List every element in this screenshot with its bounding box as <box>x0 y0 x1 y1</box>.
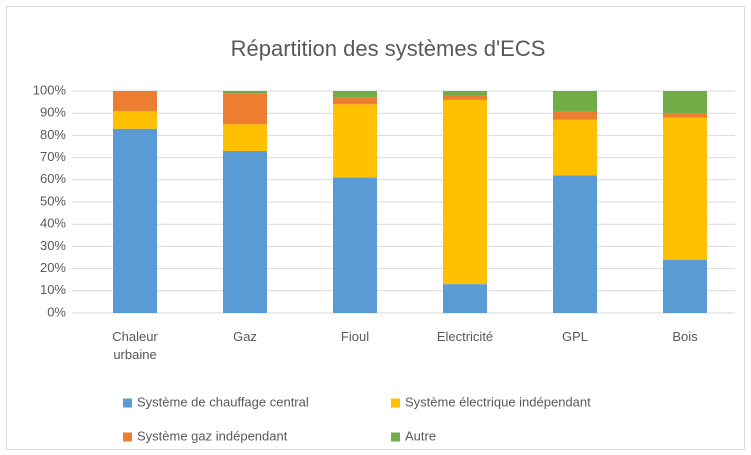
bar-segment <box>223 91 267 94</box>
bar-segment <box>223 150 267 313</box>
y-tick-label: 40% <box>40 216 66 231</box>
x-tick-label: GPL <box>561 329 588 344</box>
y-tick-label: 80% <box>40 127 66 142</box>
legend-swatch <box>391 398 400 408</box>
y-tick-label: 60% <box>40 171 66 186</box>
legend-label: Système gaz indépendant <box>137 428 288 443</box>
bar-segment <box>333 104 377 178</box>
bar-segment <box>223 93 267 125</box>
legend-swatch <box>391 432 400 442</box>
y-tick-label: 70% <box>40 149 66 164</box>
x-tick-label: Fioul <box>340 329 370 344</box>
bar-segment <box>223 124 267 151</box>
x-tick-label: Electricité <box>436 329 494 344</box>
y-tick-label: 50% <box>40 193 66 208</box>
legend-swatch <box>123 398 132 408</box>
bar-segment <box>553 110 597 120</box>
y-tick-label: 20% <box>40 260 66 275</box>
x-tick-label: Gaz <box>233 329 257 344</box>
chart-title: Répartition des systèmes d'ECS <box>231 36 546 61</box>
bar-segment <box>443 99 487 285</box>
bar-segment <box>553 175 597 313</box>
bar-segment <box>333 91 377 98</box>
bar-segment <box>113 110 157 129</box>
bar-segment <box>663 91 707 114</box>
y-tick-label: 30% <box>40 238 66 253</box>
legend-label: Système électrique indépendant <box>405 394 591 409</box>
bar-segment <box>663 259 707 313</box>
bar-segment <box>113 128 157 313</box>
legend-swatch <box>123 432 132 442</box>
bar-segment <box>443 284 487 313</box>
x-tick-label: Bois <box>672 329 698 344</box>
y-tick-label: 10% <box>40 282 66 297</box>
bar-segment <box>113 91 157 111</box>
bar-segment <box>443 91 487 96</box>
bar-segment <box>663 113 707 118</box>
y-tick-label: 0% <box>47 304 66 319</box>
bar-segment <box>553 119 597 176</box>
y-tick-label: 100% <box>33 82 67 97</box>
x-tick-label: Chaleur urbaine <box>112 329 158 362</box>
bar-segment <box>333 177 377 313</box>
bar-segment <box>333 97 377 105</box>
bar-segment <box>443 95 487 100</box>
bar-segment <box>553 91 597 111</box>
legend-label: Autre <box>405 428 436 443</box>
bar-segment <box>663 117 707 260</box>
legend-label: Système de chauffage central <box>137 394 309 409</box>
y-tick-label: 90% <box>40 105 66 120</box>
